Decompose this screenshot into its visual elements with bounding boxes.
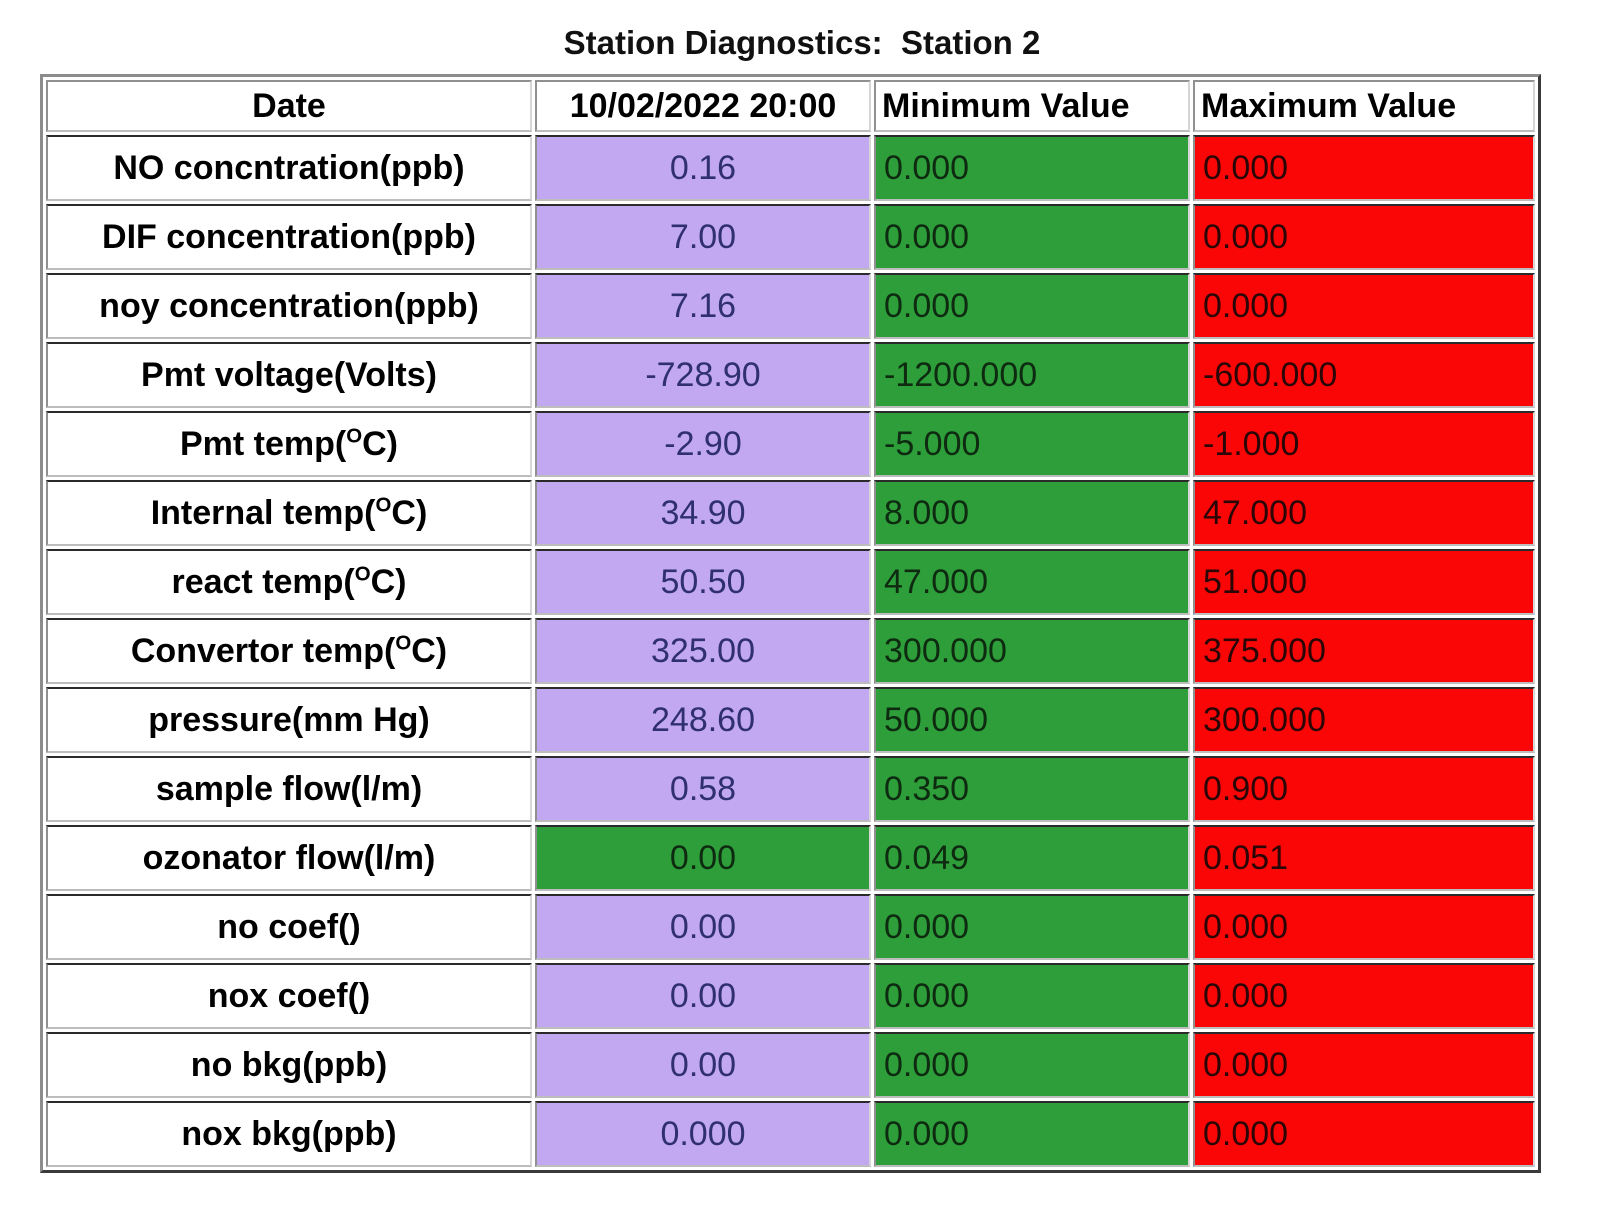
table-row: DIF concentration(ppb) 7.00 0.000 0.000 [46,204,1535,270]
min-value-cell: 47.000 [874,549,1190,615]
max-value-cell: 0.000 [1193,963,1535,1029]
table-row: sample flow(l/m) 0.58 0.350 0.900 [46,756,1535,822]
current-value-cell: 325.00 [535,618,871,684]
current-value-cell: 50.50 [535,549,871,615]
min-value-cell: 8.000 [874,480,1190,546]
row-label: Internal temp(OC) [46,480,532,546]
max-value-cell: -1.000 [1193,411,1535,477]
max-value-cell: 0.000 [1193,1101,1535,1167]
min-value-cell: -5.000 [874,411,1190,477]
row-label: Pmt voltage(Volts) [46,342,532,408]
current-value-cell: 34.90 [535,480,871,546]
row-label: Pmt temp(OC) [46,411,532,477]
row-label: noy concentration(ppb) [46,273,532,339]
current-value-cell: 0.00 [535,1032,871,1098]
current-value-cell: 0.000 [535,1101,871,1167]
table-row: NO concntration(ppb) 0.16 0.000 0.000 [46,135,1535,201]
row-label: react temp(OC) [46,549,532,615]
min-value-cell: 0.000 [874,894,1190,960]
max-value-cell: 0.000 [1193,273,1535,339]
table-row: react temp(OC) 50.50 47.000 51.000 [46,549,1535,615]
table-row: Convertor temp(OC) 325.00 300.000 375.00… [46,618,1535,684]
current-value-cell: 0.16 [535,135,871,201]
row-label: DIF concentration(ppb) [46,204,532,270]
max-value-cell: 375.000 [1193,618,1535,684]
table-row: Internal temp(OC) 34.90 8.000 47.000 [46,480,1535,546]
max-value-cell: 47.000 [1193,480,1535,546]
header-row: Date 10/02/2022 20:00 Minimum Value Maxi… [46,80,1535,132]
min-value-cell: 0.350 [874,756,1190,822]
table-row: no bkg(ppb) 0.00 0.000 0.000 [46,1032,1535,1098]
max-value-cell: 300.000 [1193,687,1535,753]
max-value-cell: 0.000 [1193,1032,1535,1098]
row-label: nox coef() [46,963,532,1029]
diagnostics-table: Date 10/02/2022 20:00 Minimum Value Maxi… [40,74,1541,1173]
current-value-cell: 0.00 [535,963,871,1029]
min-value-cell: 0.000 [874,963,1190,1029]
min-value-cell: 0.000 [874,1032,1190,1098]
current-value-cell: 7.00 [535,204,871,270]
table-row: nox bkg(ppb) 0.000 0.000 0.000 [46,1101,1535,1167]
header-datetime: 10/02/2022 20:00 [535,80,871,132]
min-value-cell: 50.000 [874,687,1190,753]
header-date: Date [46,80,532,132]
current-value-cell: -728.90 [535,342,871,408]
table-row: Pmt temp(OC) -2.90 -5.000 -1.000 [46,411,1535,477]
page-title: Station Diagnostics: Station 2 [563,24,1041,61]
current-value-cell: -2.90 [535,411,871,477]
current-value-cell: 7.16 [535,273,871,339]
current-value-cell: 0.00 [535,825,871,891]
row-label: sample flow(l/m) [46,756,532,822]
current-value-cell: 0.00 [535,894,871,960]
min-value-cell: 0.049 [874,825,1190,891]
min-value-cell: -1200.000 [874,342,1190,408]
min-value-cell: 0.000 [874,273,1190,339]
min-value-cell: 0.000 [874,204,1190,270]
max-value-cell: 0.051 [1193,825,1535,891]
table-row: no coef() 0.00 0.000 0.000 [46,894,1535,960]
row-label: no bkg(ppb) [46,1032,532,1098]
table-row: noy concentration(ppb) 7.16 0.000 0.000 [46,273,1535,339]
current-value-cell: 248.60 [535,687,871,753]
header-minimum-value: Minimum Value [874,80,1190,132]
min-value-cell: 0.000 [874,135,1190,201]
row-label: no coef() [46,894,532,960]
max-value-cell: 51.000 [1193,549,1535,615]
table-row: ozonator flow(l/m) 0.00 0.049 0.051 [46,825,1535,891]
min-value-cell: 0.000 [874,1101,1190,1167]
row-label: nox bkg(ppb) [46,1101,532,1167]
current-value-cell: 0.58 [535,756,871,822]
header-maximum-value: Maximum Value [1193,80,1535,132]
max-value-cell: 0.000 [1193,204,1535,270]
max-value-cell: 0.900 [1193,756,1535,822]
table-row: pressure(mm Hg) 248.60 50.000 300.000 [46,687,1535,753]
max-value-cell: 0.000 [1193,135,1535,201]
max-value-cell: 0.000 [1193,894,1535,960]
row-label: Convertor temp(OC) [46,618,532,684]
max-value-cell: -600.000 [1193,342,1535,408]
row-label: ozonator flow(l/m) [46,825,532,891]
min-value-cell: 300.000 [874,618,1190,684]
row-label: NO concntration(ppb) [46,135,532,201]
table-row: nox coef() 0.00 0.000 0.000 [46,963,1535,1029]
table-row: Pmt voltage(Volts) -728.90 -1200.000 -60… [46,342,1535,408]
row-label: pressure(mm Hg) [46,687,532,753]
